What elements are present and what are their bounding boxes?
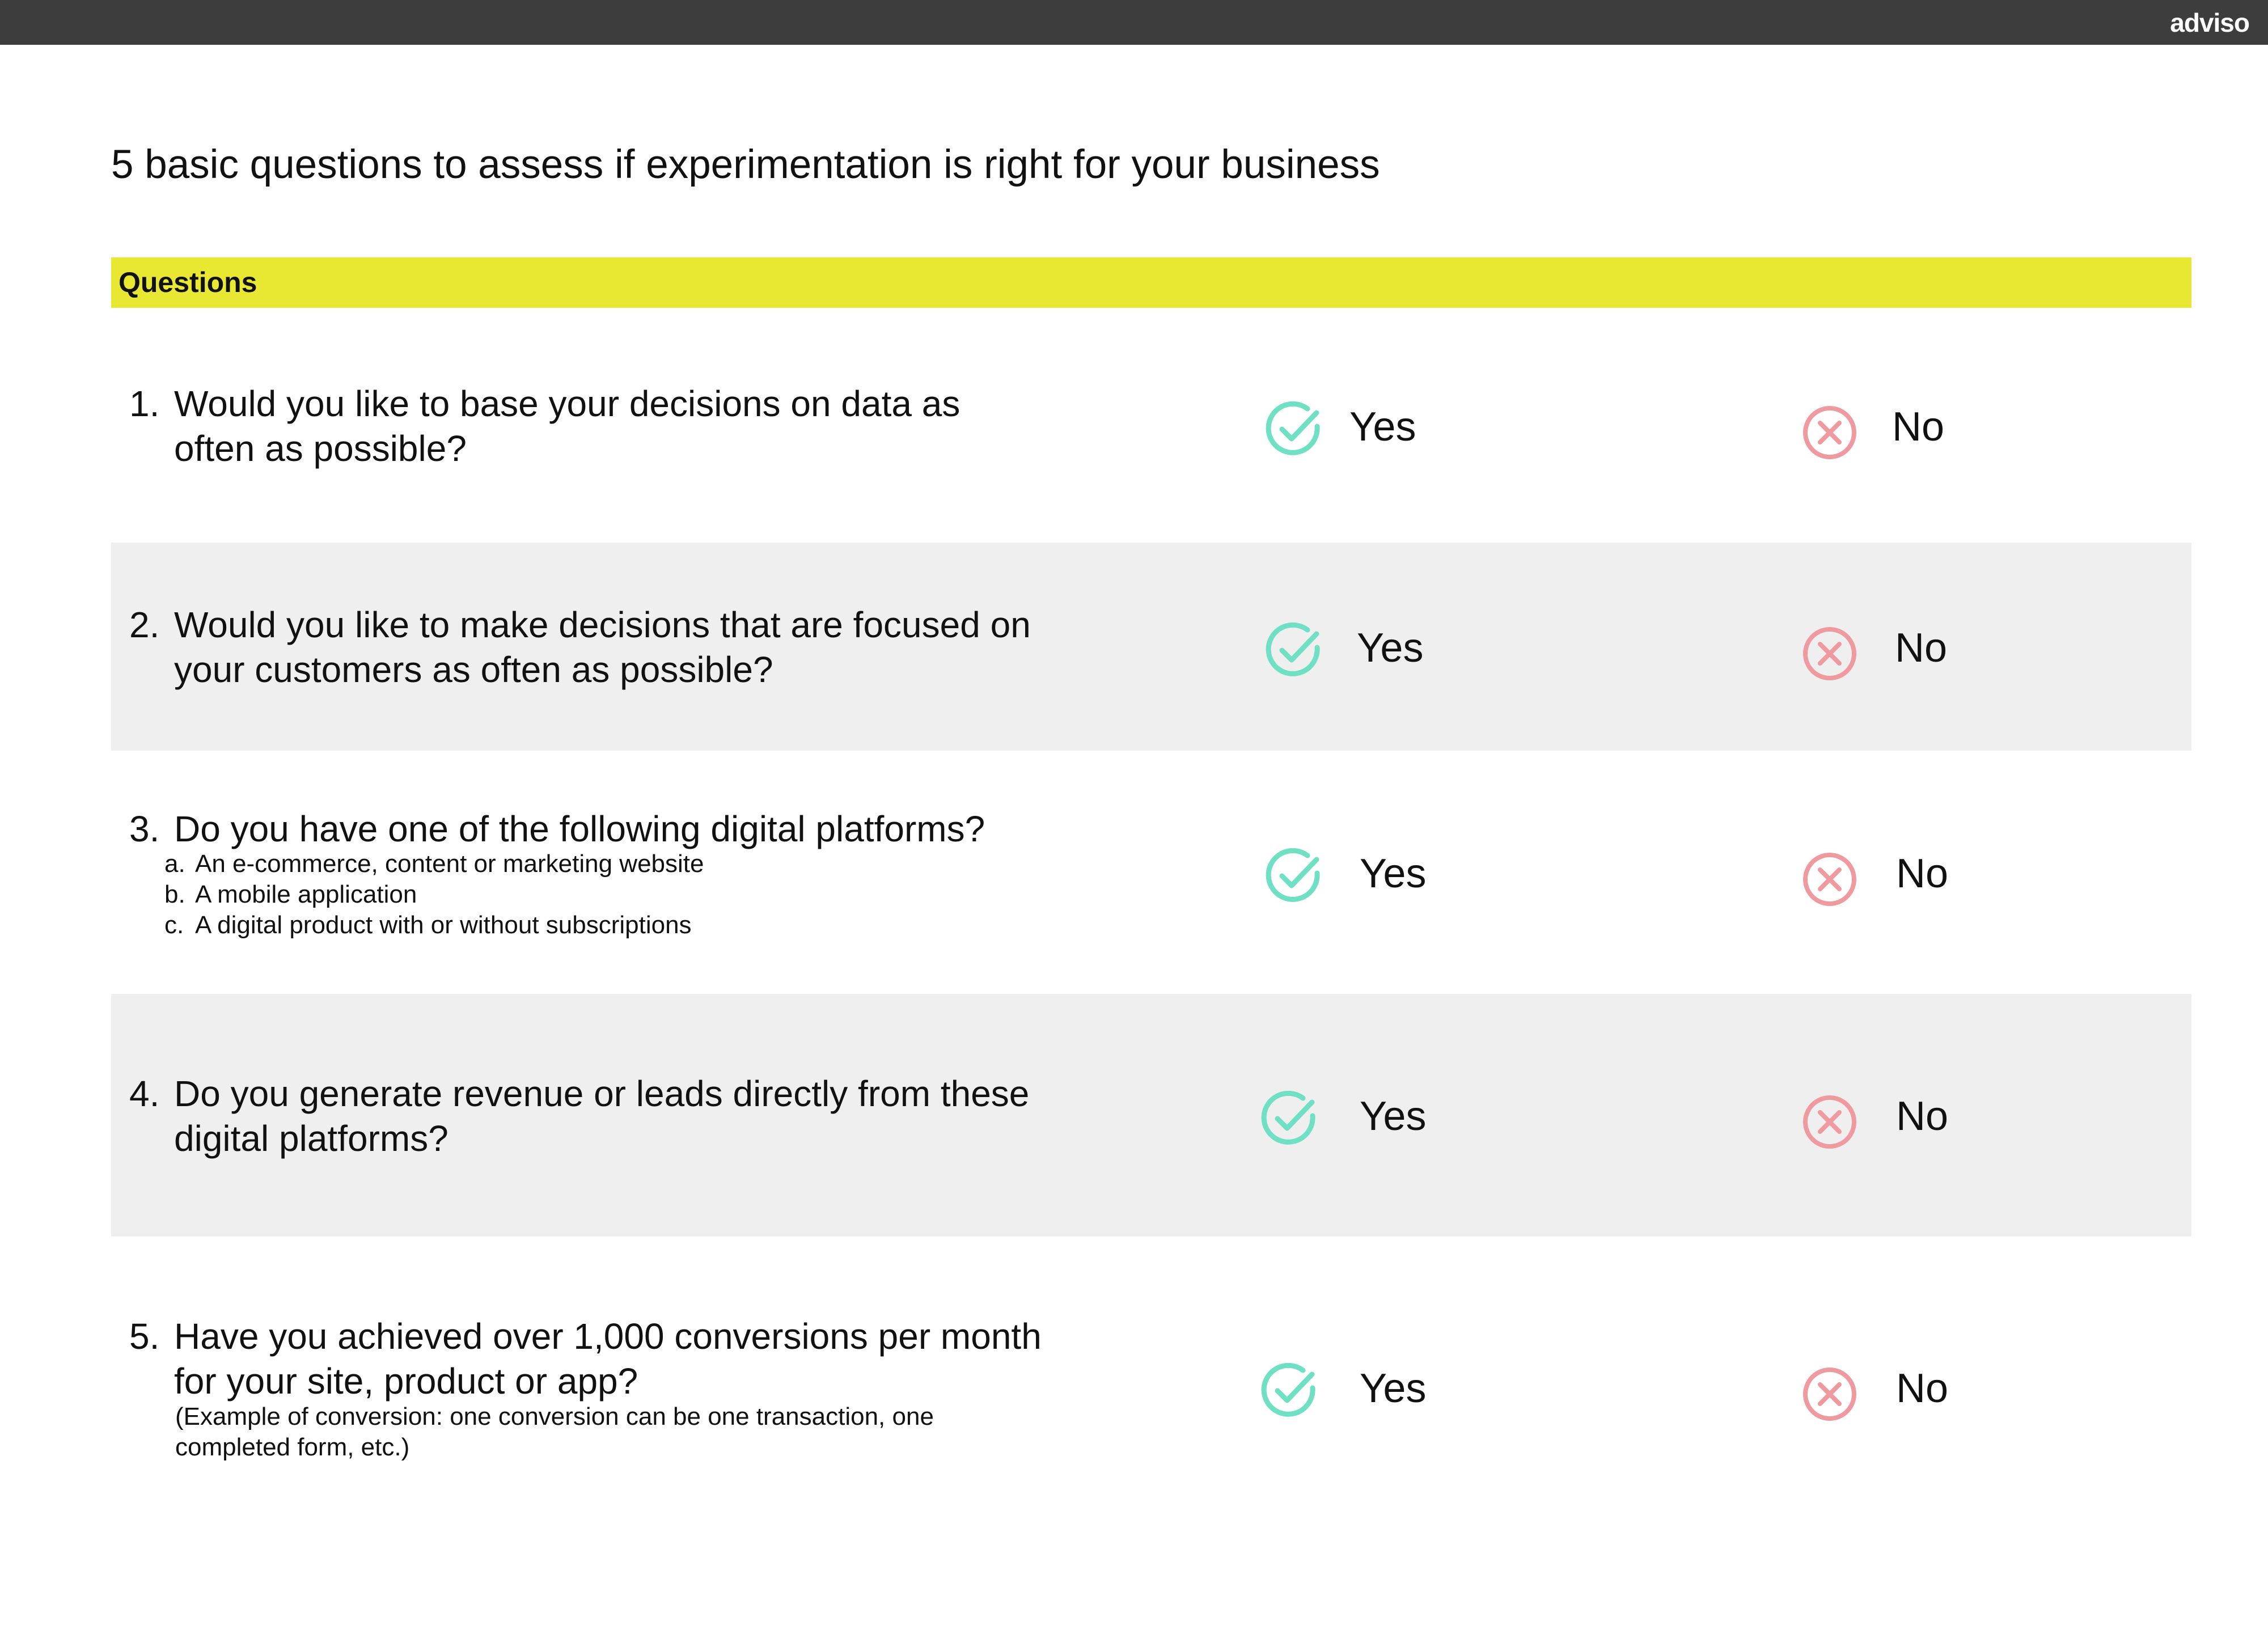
answer-yes: Yes — [1357, 625, 1424, 671]
table-header-label: Questions — [119, 266, 257, 298]
cross-icon — [1803, 406, 1856, 459]
question-number: 3. — [129, 808, 160, 849]
table-row — [111, 543, 2191, 751]
answer-no: No — [1892, 404, 1945, 450]
page-title: 5 basic questions to assess if experimen… — [111, 142, 1380, 187]
question-number: 1. — [129, 383, 160, 424]
answer-yes: Yes — [1360, 1366, 1427, 1411]
check-icon — [1261, 1362, 1315, 1417]
cross-icon — [1803, 1095, 1856, 1149]
answer-no: No — [1896, 1094, 1949, 1139]
check-icon — [1266, 848, 1320, 902]
question-text: Have you achieved over 1,000 conversions… — [174, 1315, 1042, 1357]
sub-item-marker: b. — [164, 880, 185, 908]
question-number: 5. — [129, 1315, 160, 1357]
question-text: digital platforms? — [174, 1117, 448, 1159]
top-bar: adviso — [0, 0, 2268, 45]
table-header: Questions — [111, 257, 2191, 308]
sub-item-text: A digital product with or without subscr… — [195, 911, 692, 939]
question-text: Do you generate revenue or leads directl… — [174, 1073, 1030, 1114]
cross-icon — [1803, 853, 1856, 906]
question-text: Do you have one of the following digital… — [174, 808, 985, 849]
sub-item-text: A mobile application — [195, 880, 417, 908]
sub-item-marker: a. — [164, 850, 185, 878]
question-number: 4. — [129, 1073, 160, 1114]
question-note: completed form, etc.) — [175, 1433, 410, 1461]
check-icon — [1266, 622, 1320, 676]
question-text: often as possible? — [174, 427, 467, 469]
question-text: Would you like to make decisions that ar… — [174, 604, 1031, 645]
sub-item-text: An e-commerce, content or marketing webs… — [195, 850, 704, 878]
check-icon — [1266, 401, 1320, 455]
answer-no: No — [1896, 1366, 1949, 1411]
question-text: for your site, product or app? — [174, 1360, 638, 1402]
table-row — [111, 994, 2191, 1237]
answer-yes: Yes — [1349, 404, 1416, 450]
question-text: Would you like to base your decisions on… — [174, 383, 960, 424]
answer-yes: Yes — [1360, 1094, 1427, 1139]
logo: adviso — [2170, 8, 2250, 37]
cross-icon — [1803, 1367, 1856, 1421]
answer-no: No — [1895, 625, 1948, 671]
question-note: (Example of conversion: one conversion c… — [175, 1403, 934, 1430]
cross-icon — [1803, 627, 1856, 680]
question-number: 2. — [129, 604, 160, 645]
sub-item-marker: c. — [164, 911, 184, 939]
question-text: your customers as often as possible? — [174, 649, 773, 690]
answer-yes: Yes — [1360, 851, 1427, 896]
check-icon — [1261, 1090, 1315, 1145]
answer-no: No — [1896, 851, 1949, 896]
